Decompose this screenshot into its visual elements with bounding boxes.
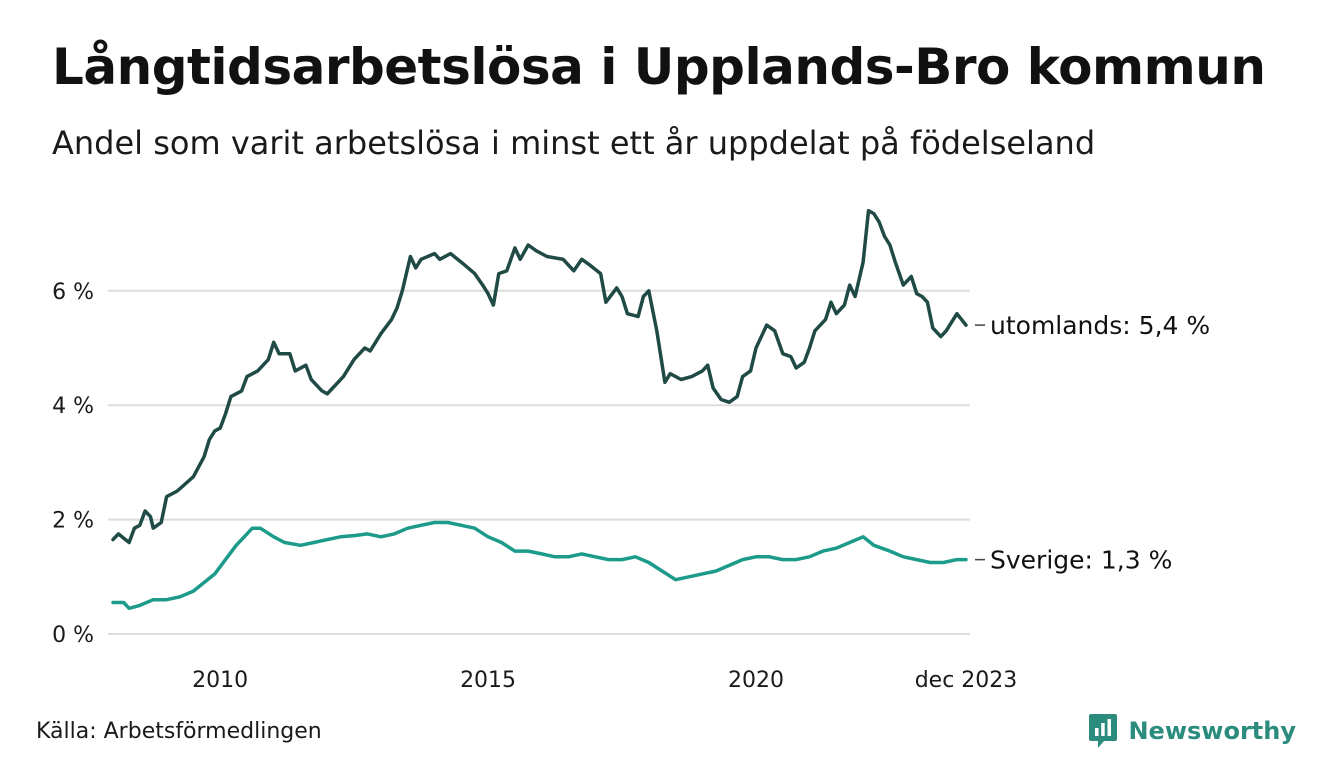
x-tick-label: dec 2023 <box>915 668 1018 693</box>
chart-subtitle: Andel som varit arbetslösa i minst ett å… <box>52 124 1096 162</box>
y-tick-label: 6 % <box>52 280 94 305</box>
series-line-utomlands <box>111 208 968 545</box>
newsworthy-logo-icon <box>1089 714 1118 748</box>
x-tick-label: 2020 <box>728 668 784 693</box>
x-tick-label: 2010 <box>192 668 248 693</box>
x-tick-label: 2015 <box>460 668 516 693</box>
brand-name: Newsworthy <box>1128 717 1296 745</box>
y-tick-label: 2 % <box>52 509 94 534</box>
y-tick-label: 0 % <box>52 623 94 648</box>
end-label-utomlands: utomlands: 5,4 % <box>990 311 1210 340</box>
end-label-sverige: Sverige: 1,3 % <box>990 546 1172 575</box>
y-tick-label: 4 % <box>52 394 94 419</box>
chart-title: Långtidsarbetslösa i Upplands-Bro kommun <box>52 38 1266 96</box>
newsworthy-logo: Newsworthy <box>1088 713 1296 749</box>
series-line-sverige <box>111 520 968 611</box>
source-note: Källa: Arbetsförmedlingen <box>36 719 322 744</box>
